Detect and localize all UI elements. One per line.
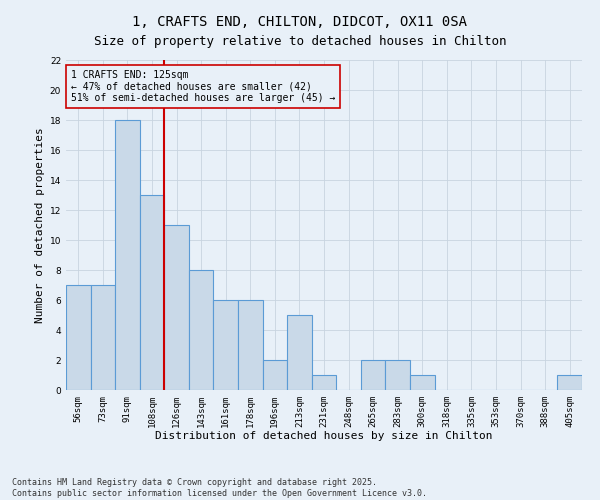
X-axis label: Distribution of detached houses by size in Chilton: Distribution of detached houses by size … xyxy=(155,432,493,442)
Text: Contains HM Land Registry data © Crown copyright and database right 2025.
Contai: Contains HM Land Registry data © Crown c… xyxy=(12,478,427,498)
Bar xyxy=(189,270,214,390)
Bar xyxy=(361,360,385,390)
Y-axis label: Number of detached properties: Number of detached properties xyxy=(35,127,46,323)
Bar xyxy=(238,300,263,390)
Bar xyxy=(557,375,582,390)
Bar xyxy=(385,360,410,390)
Text: 1, CRAFTS END, CHILTON, DIDCOT, OX11 0SA: 1, CRAFTS END, CHILTON, DIDCOT, OX11 0SA xyxy=(133,15,467,29)
Bar xyxy=(66,285,91,390)
Bar xyxy=(214,300,238,390)
Bar xyxy=(287,315,312,390)
Bar xyxy=(91,285,115,390)
Bar xyxy=(164,225,189,390)
Bar xyxy=(410,375,434,390)
Bar xyxy=(263,360,287,390)
Bar xyxy=(140,195,164,390)
Text: 1 CRAFTS END: 125sqm
← 47% of detached houses are smaller (42)
51% of semi-detac: 1 CRAFTS END: 125sqm ← 47% of detached h… xyxy=(71,70,335,103)
Bar xyxy=(312,375,336,390)
Bar xyxy=(115,120,140,390)
Text: Size of property relative to detached houses in Chilton: Size of property relative to detached ho… xyxy=(94,35,506,48)
